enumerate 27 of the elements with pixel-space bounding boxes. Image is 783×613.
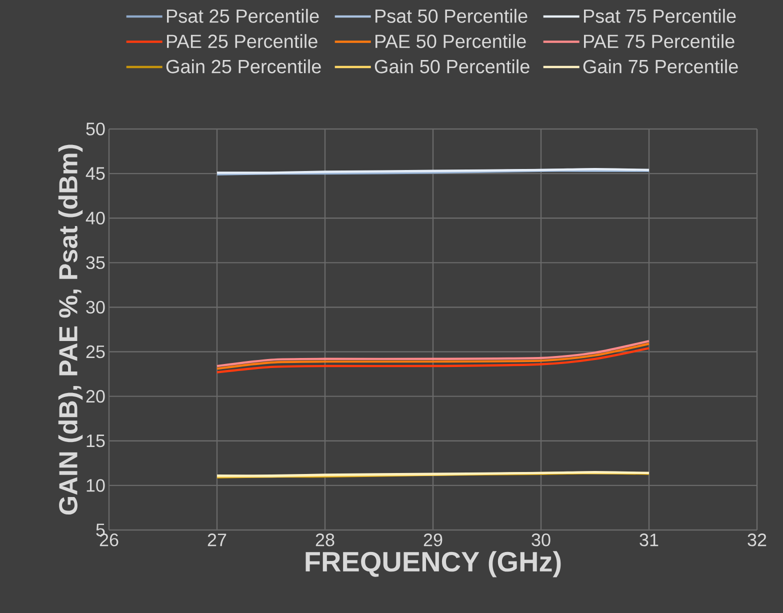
y-tick-label: 10 xyxy=(86,479,105,492)
legend-label: Psat 50 Percentile xyxy=(376,8,528,23)
y-tick-label: 15 xyxy=(86,434,105,448)
y-tick-label: 35 xyxy=(86,256,105,270)
y-tick-label: 25 xyxy=(86,345,105,358)
y-tick-label: 40 xyxy=(86,212,105,224)
x-tick-label: 30 xyxy=(532,534,550,546)
x-tick-label: 27 xyxy=(208,534,226,546)
y-axis-title: GAIN (dB), PAE %, Psat (dBm) xyxy=(58,144,83,515)
x-tick-label: 29 xyxy=(424,534,442,546)
legend-label: Gain 50 Percentile xyxy=(374,59,530,74)
legend-label: PAE 75 Percentile xyxy=(584,34,734,48)
legend-label: PAE 50 Percentile xyxy=(376,34,526,48)
y-tick-label: 20 xyxy=(86,390,105,403)
legend-label: PAE 25 Percentile xyxy=(167,34,318,48)
x-axis-title: FREQUENCY (GHz) xyxy=(306,551,561,578)
line-series xyxy=(216,347,650,374)
legend-label: Gain 25 Percentile xyxy=(166,59,321,74)
x-tick-label: 32 xyxy=(748,534,766,546)
y-tick-label: 50 xyxy=(86,122,105,136)
x-tick-label: 28 xyxy=(316,534,334,546)
x-tick-label: 31 xyxy=(640,534,658,546)
legend-label: Gain 75 Percentile xyxy=(583,59,738,74)
y-tick-label: 45 xyxy=(86,167,105,180)
y-tick-label: 30 xyxy=(86,300,105,314)
legend-label: Psat 25 Percentile xyxy=(167,8,319,23)
legend-label: Psat 75 Percentile xyxy=(584,8,736,23)
